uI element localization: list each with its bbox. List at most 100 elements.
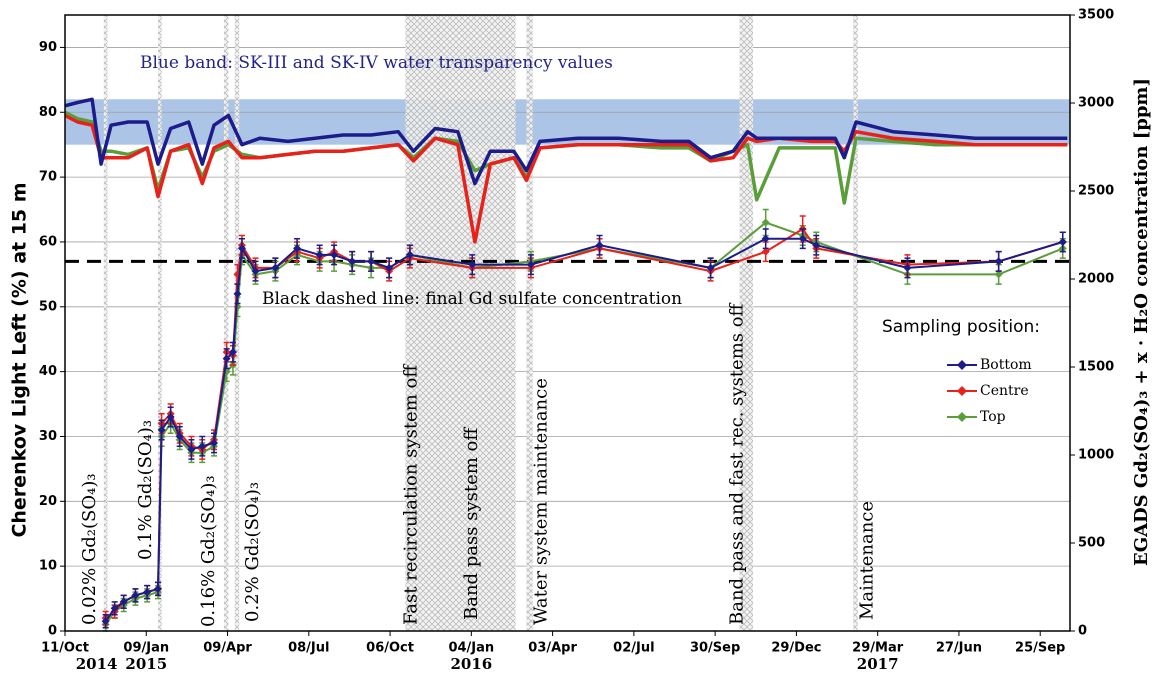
y2-tick-label: 2000 [1078, 272, 1114, 287]
data-point [110, 604, 119, 613]
data-point [187, 445, 196, 454]
data-point [798, 234, 807, 243]
data-point [1058, 237, 1067, 246]
y-tick-label: 10 [39, 559, 57, 574]
data-point [237, 244, 246, 253]
data-point [251, 267, 260, 276]
x-tick-label: 03/Apr [528, 641, 577, 656]
data-point [198, 442, 207, 451]
transparency-line [64, 113, 1068, 244]
event-label: 0.2% Gd₂(SO₄)₃ [242, 482, 263, 622]
data-point [166, 413, 175, 422]
y-tick-label: 50 [39, 299, 57, 314]
data-point [209, 438, 218, 447]
y2-tick-label: 1500 [1078, 360, 1114, 375]
x-tick-label: 29/Dec [771, 641, 821, 656]
data-point [761, 234, 770, 243]
event-band [103, 15, 108, 631]
event-label: Maintenance [856, 501, 877, 620]
event-band [437, 15, 516, 631]
x-tick-label: 27/Jun [936, 641, 982, 656]
legend-marker [957, 360, 967, 370]
legend-label: Bottom [980, 357, 1032, 373]
y-tick-label: 60 [39, 234, 57, 249]
data-point [293, 244, 302, 253]
data-point [903, 263, 912, 272]
final-concentration-label: Black dashed line: final Gd sulfate conc… [262, 289, 682, 309]
event-band [739, 15, 754, 631]
data-point [101, 617, 110, 626]
data-point [131, 591, 140, 600]
y-axis-label: Cherenkov Light Left (%) at 15 m [9, 182, 31, 537]
data-point [385, 263, 394, 272]
data-point [367, 257, 376, 266]
event-label: Band pass and fast rec. systems off [727, 302, 748, 625]
x-tick-label: 30/Sep [690, 641, 740, 656]
plot-background [65, 15, 1070, 632]
y-tick-label: 30 [39, 429, 57, 444]
data-point [233, 289, 242, 298]
x-tick-label: 25/Sep [1015, 641, 1065, 656]
x-tick-label: 11/Oct [41, 641, 89, 656]
x-tick-label: 29/Mar [852, 641, 904, 656]
y2-tick-label: 1000 [1078, 448, 1114, 463]
legend-label: Top [980, 409, 1006, 425]
event-label: 0.16% Gd₂(SO₄)₃ [198, 475, 219, 627]
x-year-label: 2015 [125, 655, 167, 673]
y2-tick-label: 2500 [1078, 184, 1114, 199]
plot-frame [64, 14, 1071, 632]
x-tick-label: 06/Oct [366, 641, 414, 656]
x-year-label: 2014 [76, 655, 118, 673]
data-point [143, 588, 152, 597]
y-tick-label: 70 [39, 170, 57, 185]
data-point [154, 584, 163, 593]
x-tick-label: 09/Apr [203, 641, 252, 656]
event-label: Fast recirculation system off [400, 364, 421, 625]
event-band [526, 15, 533, 631]
data-point [157, 425, 166, 434]
data-point [595, 241, 604, 250]
data-point [405, 250, 414, 259]
x-tick-label: 04/Jan [448, 641, 494, 656]
y-tick-label: 40 [39, 364, 57, 379]
data-point [761, 247, 770, 256]
y-tick-label: 0 [48, 624, 57, 639]
legend-label: Centre [980, 383, 1029, 399]
event-label: 0.02% Gd₂(SO₄)₃ [79, 473, 100, 625]
data-point [761, 218, 770, 227]
y2-tick-label: 3500 [1078, 8, 1114, 23]
data-point [994, 257, 1003, 266]
data-point [706, 263, 715, 272]
event-label: Band pass system off [461, 427, 482, 620]
y2-tick-label: 3000 [1078, 96, 1114, 111]
legend-marker [957, 412, 967, 422]
y2-axis-label: EGADS Gd₂(SO₄)₃ + x · H₂O concentration … [1131, 78, 1152, 566]
data-point [271, 263, 280, 272]
data-point [994, 270, 1003, 279]
legend-marker [957, 386, 967, 396]
data-point [119, 597, 128, 606]
x-tick-label: 02/Jul [613, 641, 654, 656]
data-point [468, 260, 477, 269]
x-tick-label: 09/Jan [123, 641, 169, 656]
event-label: 0.1% Gd₂(SO₄)₃ [135, 420, 156, 560]
data-point [330, 250, 339, 259]
y-tick-label: 20 [39, 494, 57, 509]
event-band [158, 15, 162, 631]
event-band [405, 15, 440, 631]
event-band [223, 15, 229, 631]
data-point [526, 260, 535, 269]
band-label: Blue band: SK-III and SK-IV water transp… [140, 53, 613, 73]
data-point [348, 257, 357, 266]
data-point [315, 250, 324, 259]
data-point [228, 348, 237, 357]
event-band [853, 15, 858, 631]
y-tick-label: 90 [39, 40, 57, 55]
data-point [175, 432, 184, 441]
data-point [812, 241, 821, 250]
y2-tick-label: 500 [1078, 536, 1105, 551]
x-tick-label: 08/Jul [288, 641, 329, 656]
data-point [222, 354, 231, 363]
x-year-label: 2017 [857, 655, 899, 673]
